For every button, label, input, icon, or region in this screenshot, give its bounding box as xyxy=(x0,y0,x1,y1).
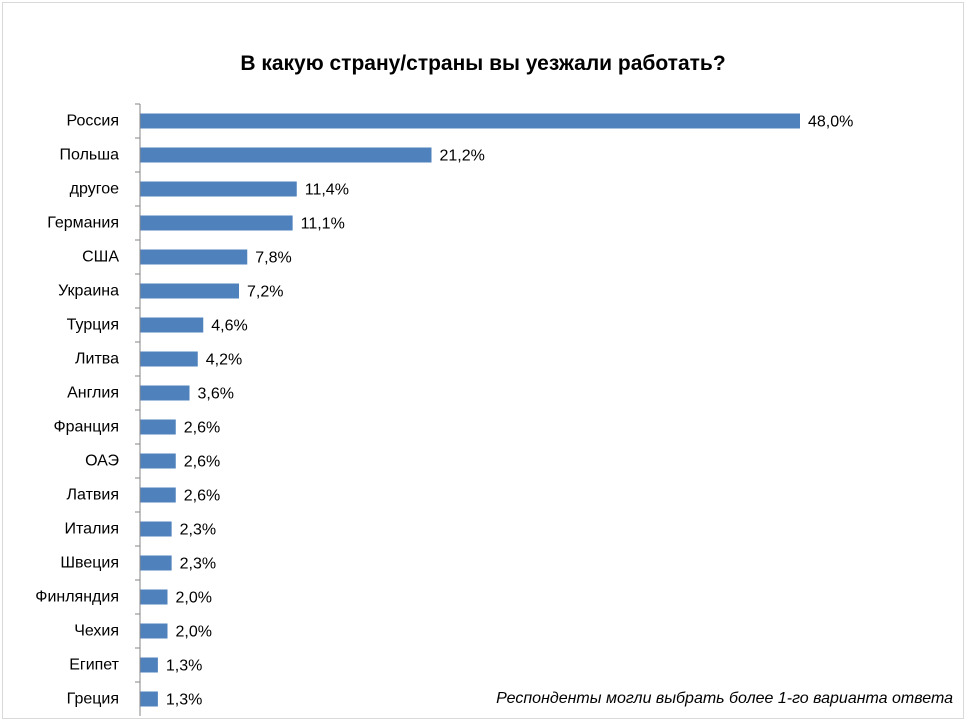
category-label: Греция xyxy=(67,691,119,708)
value-label: 2,6% xyxy=(184,420,220,437)
value-label: 2,6% xyxy=(184,454,220,471)
bar xyxy=(140,487,176,503)
category-label: Финляндия xyxy=(35,589,119,606)
bar xyxy=(140,521,172,537)
category-label: Англия xyxy=(67,385,119,402)
category-label: ОАЭ xyxy=(85,453,119,470)
bar xyxy=(140,385,190,401)
bar xyxy=(140,283,239,299)
bar xyxy=(140,555,172,571)
category-label: Турция xyxy=(67,317,119,334)
category-label: США xyxy=(82,249,119,266)
value-label: 2,3% xyxy=(180,556,216,573)
category-label: Италия xyxy=(65,521,119,538)
category-label: другое xyxy=(70,181,119,198)
value-label: 4,2% xyxy=(206,352,242,369)
value-label: 2,0% xyxy=(176,590,212,607)
category-label: Германия xyxy=(47,215,119,232)
category-label: Украина xyxy=(58,283,119,300)
category-label: Чехия xyxy=(74,623,119,640)
value-label: 2,3% xyxy=(180,522,216,539)
category-label: Латвия xyxy=(67,487,119,504)
bar xyxy=(140,351,198,367)
value-label: 21,2% xyxy=(440,148,485,165)
chart-title: В какую страну/страны вы уезжали работат… xyxy=(240,52,726,75)
category-label: Польша xyxy=(60,147,120,164)
bar xyxy=(140,419,176,435)
bar xyxy=(140,589,168,605)
value-label: 3,6% xyxy=(198,386,234,403)
value-label: 2,6% xyxy=(184,488,220,505)
value-label: 11,1% xyxy=(301,216,345,233)
bar xyxy=(140,249,248,265)
category-label: Египет xyxy=(69,657,119,674)
category-label: Франция xyxy=(53,419,119,436)
bar xyxy=(140,147,432,163)
category-label: Литва xyxy=(75,351,119,368)
value-label: 1,3% xyxy=(166,658,202,675)
bar xyxy=(140,623,168,639)
value-label: 4,6% xyxy=(211,318,247,335)
bar xyxy=(140,113,800,129)
bar xyxy=(140,215,293,231)
bar xyxy=(140,657,158,673)
bar xyxy=(140,691,158,707)
bar xyxy=(140,317,204,333)
category-label: Швеция xyxy=(60,555,119,572)
chart-annotation: Респонденты могли выбрать более 1-го вар… xyxy=(496,690,953,707)
value-label: 2,0% xyxy=(176,624,212,641)
value-label: 11,4% xyxy=(305,182,349,199)
bar xyxy=(140,181,297,197)
value-label: 48,0% xyxy=(808,114,853,131)
category-label: Россия xyxy=(67,113,119,130)
value-label: 7,8% xyxy=(255,250,291,267)
value-label: 7,2% xyxy=(247,284,283,301)
value-label: 1,3% xyxy=(166,692,202,709)
bar xyxy=(140,453,176,469)
